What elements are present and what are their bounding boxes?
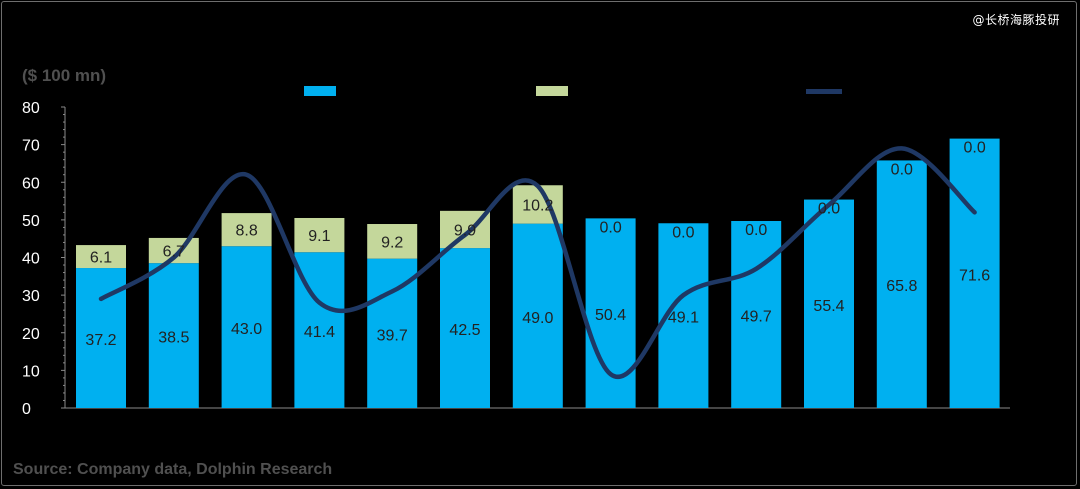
- bar-main: [876, 160, 927, 408]
- bar-stack: [221, 213, 272, 247]
- data-label-main: 50.4: [595, 307, 626, 324]
- bar-main: [949, 138, 1000, 409]
- data-label-stack: 0.0: [891, 161, 913, 178]
- data-label-main: 49.0: [522, 310, 553, 327]
- data-label-main: 49.1: [668, 310, 699, 327]
- bar-stack: [294, 217, 345, 253]
- data-label-stack: 0.0: [963, 140, 985, 157]
- bar-main: [440, 248, 490, 408]
- legend-swatch-line: [806, 89, 842, 94]
- data-label-main: 37.2: [85, 332, 116, 349]
- data-label-stack: 6.7: [163, 244, 185, 261]
- data-label-main: 38.5: [158, 330, 189, 347]
- y-axis-unit-label: ($ 100 mn): [22, 66, 107, 85]
- y-tick-label: 60: [22, 175, 40, 192]
- bar-main: [148, 263, 199, 408]
- y-tick-label: 0: [22, 401, 31, 418]
- data-label-stack: 9.9: [454, 222, 476, 239]
- data-label-stack: 9.2: [381, 234, 403, 251]
- bar-stack: [367, 224, 418, 259]
- data-label-stack: 0.0: [599, 219, 621, 236]
- y-tick-label: 20: [22, 326, 40, 343]
- data-label-stack: 10.2: [522, 197, 553, 214]
- watermark: @长桥海豚投研: [972, 13, 1060, 27]
- y-tick-label: 30: [22, 288, 40, 305]
- y-tick-label: 70: [22, 138, 40, 155]
- bar-stack: [76, 245, 126, 269]
- y-tick-label: 40: [22, 251, 40, 268]
- data-label-main: 43.0: [231, 321, 262, 338]
- bar-main: [804, 199, 854, 408]
- source-note: Source: Company data, Dolphin Research: [13, 461, 333, 478]
- data-label-stack: 0.0: [672, 224, 694, 241]
- data-label-main: 55.4: [813, 298, 844, 315]
- bar-main: [221, 246, 272, 408]
- bar-main: [512, 223, 563, 408]
- data-label-stack: 0.0: [745, 222, 767, 239]
- data-label-main: 41.4: [304, 324, 335, 341]
- data-label-main: 39.7: [377, 327, 408, 344]
- data-label-main: 71.6: [959, 267, 990, 284]
- legend-swatch-stack-bar: [536, 86, 568, 96]
- data-label-main: 49.7: [741, 309, 772, 326]
- data-label-stack: 9.1: [308, 228, 330, 245]
- data-label-stack: 0.0: [818, 201, 840, 218]
- data-label-stack: 8.8: [235, 223, 257, 240]
- y-tick-label: 50: [22, 213, 40, 230]
- data-label-stack: 6.1: [90, 250, 112, 267]
- data-label-main: 65.8: [886, 278, 917, 295]
- data-label-main: 42.5: [449, 322, 480, 339]
- line-series: [98, 146, 977, 379]
- y-tick-label: 10: [22, 363, 40, 380]
- bar-main: [731, 221, 782, 408]
- legend-swatch-main-bar: [304, 86, 336, 96]
- y-tick-label: 80: [22, 100, 40, 117]
